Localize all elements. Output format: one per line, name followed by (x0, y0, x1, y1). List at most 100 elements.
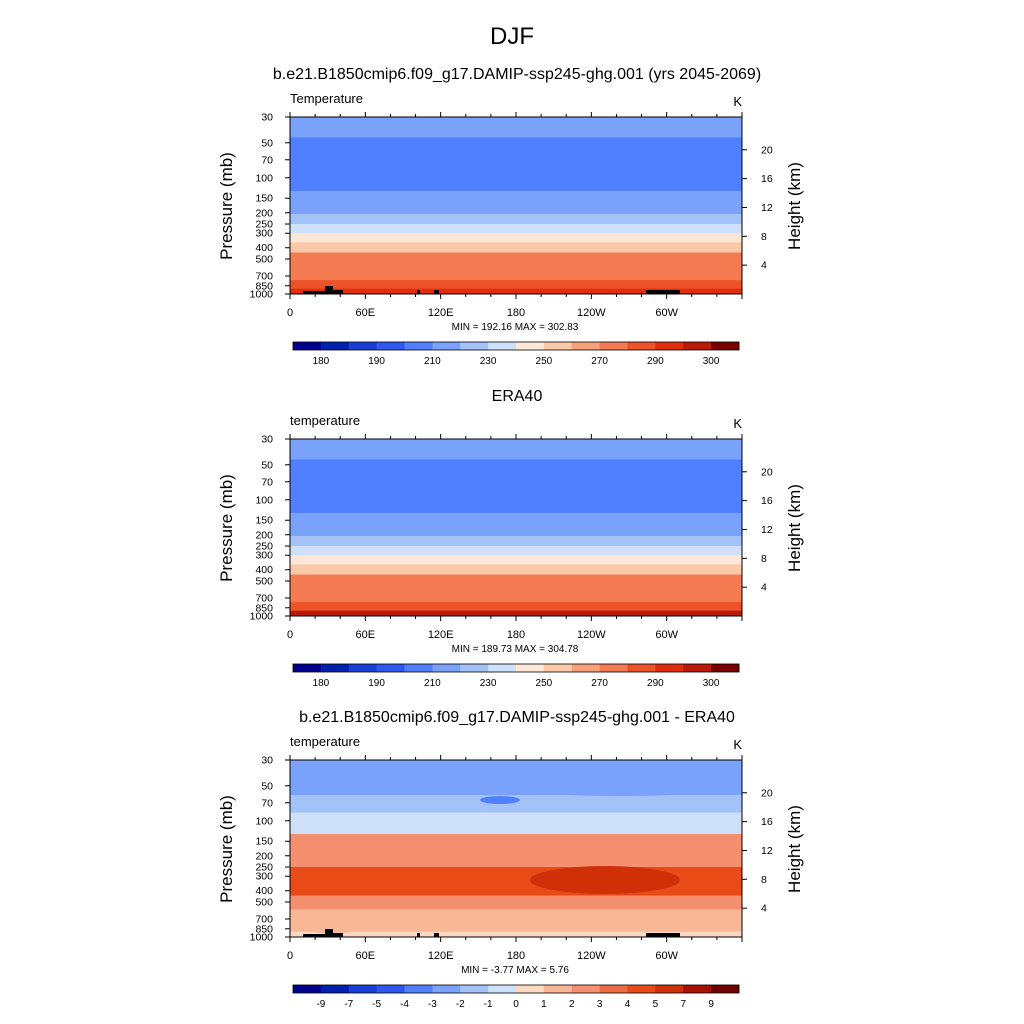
colorbar-box (516, 664, 545, 672)
pressure-tick-label: 500 (255, 254, 273, 266)
panel-title: b.e21.B1850cmip6.f09_g17.DAMIP-ssp245-gh… (273, 66, 761, 83)
contour-band (290, 439, 742, 461)
height-tick-label: 4 (761, 903, 767, 915)
colorbar-label: 2 (569, 999, 575, 1010)
min-max-stats: MIN = 192.16 MAX = 302.83 (452, 322, 579, 333)
contour-band (290, 288, 742, 294)
pressure-tick-label: 300 (255, 228, 273, 240)
height-tick-label: 4 (761, 582, 767, 594)
colorbar-box (543, 342, 573, 350)
colorbar-box (627, 664, 656, 672)
contour-band (290, 214, 742, 225)
colorbar: 180 190 210 230 250 270 290 300 (292, 341, 740, 367)
contour-band (290, 610, 742, 616)
colorbar-label: 1 (541, 999, 547, 1010)
colorbar-box (599, 342, 628, 350)
pressure-tick-label: 50 (261, 137, 273, 149)
contour-band (290, 117, 742, 139)
height-axis-label: Height (km) (785, 805, 804, 893)
panel-left-label: Temperature (290, 91, 363, 106)
colorbar-label: -7 (344, 999, 353, 1010)
pressure-tick-label: 1000 (250, 932, 274, 944)
colorbar-label: 210 (424, 678, 441, 689)
pressure-tick-label: 500 (255, 897, 273, 909)
colorbar-label: 290 (647, 678, 664, 689)
colorbar-label: 230 (480, 678, 497, 689)
min-max-stats: MIN = 189.73 MAX = 304.78 (452, 644, 579, 655)
height-tick-label: 8 (761, 874, 767, 886)
height-tick-label: 20 (761, 787, 773, 799)
longitude-tick-label: 0 (287, 629, 293, 641)
colorbar-box (711, 342, 740, 350)
contour-band (290, 280, 742, 290)
colorbar-box (460, 985, 489, 993)
terrain-block (417, 290, 420, 294)
contour-band (290, 876, 742, 887)
colorbar-box (683, 342, 712, 350)
longitude-axis: 0 60E 120E 180 120W 60W (287, 755, 743, 962)
height-axis-label: Height (km) (785, 162, 804, 250)
height-axis: 20 16 12 8 4 (742, 466, 773, 594)
height-tick-label: 12 (761, 524, 773, 536)
colorbar-box (571, 342, 600, 350)
longitude-tick-label: 60W (655, 307, 678, 319)
colorbar-label: 180 (313, 356, 330, 367)
contour-blob (290, 766, 435, 794)
colorbar-box (432, 985, 461, 993)
contour-band (290, 812, 742, 835)
contour-blob (530, 866, 680, 894)
contour-band (290, 588, 742, 603)
colorbar-label: 270 (591, 678, 608, 689)
height-tick-label: 4 (761, 260, 767, 272)
contour-band (290, 546, 742, 556)
colorbar-box (293, 985, 322, 993)
pressure-tick-label: 400 (255, 242, 273, 254)
figure-title: DJF (490, 23, 534, 50)
colorbar-box (543, 664, 573, 672)
contour-band (290, 169, 742, 192)
height-tick-label: 12 (761, 202, 773, 214)
longitude-tick-label: 180 (507, 950, 525, 962)
colorbar-box (655, 985, 684, 993)
colorbar-label: 250 (536, 356, 553, 367)
contour-band (290, 513, 742, 526)
colorbar-box (655, 664, 684, 672)
pressure-tick-label: 850 (255, 923, 273, 935)
pressure-tick-label: 100 (255, 494, 273, 506)
colorbar: -9 -7 -5 -4 -3 -2 -1 0 1 2 3 4 5 7 9 (292, 984, 740, 1010)
contour-band (290, 931, 742, 937)
colorbar-box (711, 985, 740, 993)
longitude-tick-label: 60W (655, 950, 678, 962)
colorbar-label: 3 (597, 999, 603, 1010)
pressure-tick-label: 300 (255, 871, 273, 883)
pressure-tick-label: 150 (255, 193, 273, 205)
colorbar-box (460, 342, 489, 350)
colorbar-box (404, 342, 433, 350)
colorbar-label: 270 (591, 356, 608, 367)
colorbar-box (376, 664, 405, 672)
colorbar-label: 7 (681, 999, 687, 1010)
contour-fill (290, 117, 742, 294)
panel-title: b.e21.B1850cmip6.f09_g17.DAMIP-ssp245-gh… (299, 709, 735, 726)
terrain-block (434, 290, 439, 294)
colorbar-label: -1 (484, 999, 493, 1010)
contour-band (290, 224, 742, 234)
colorbar-label: 9 (708, 999, 714, 1010)
colorbar-label: 210 (424, 356, 441, 367)
contour-band (290, 242, 742, 254)
panel-era40: ERA40 temperature K 30507010015020025030… (217, 388, 804, 689)
contour-band (290, 857, 742, 868)
contour-band (290, 555, 742, 566)
colorbar-box (571, 664, 600, 672)
colorbar-box (543, 985, 573, 993)
colorbar-label: 5 (653, 999, 659, 1010)
contour-blob (500, 776, 740, 796)
colorbar-box (404, 985, 433, 993)
panel-title: ERA40 (492, 388, 543, 405)
pressure-tick-label: 30 (261, 755, 273, 767)
height-axis-label: Height (km) (785, 484, 804, 572)
contour-band (290, 909, 742, 924)
colorbar-box (683, 985, 712, 993)
